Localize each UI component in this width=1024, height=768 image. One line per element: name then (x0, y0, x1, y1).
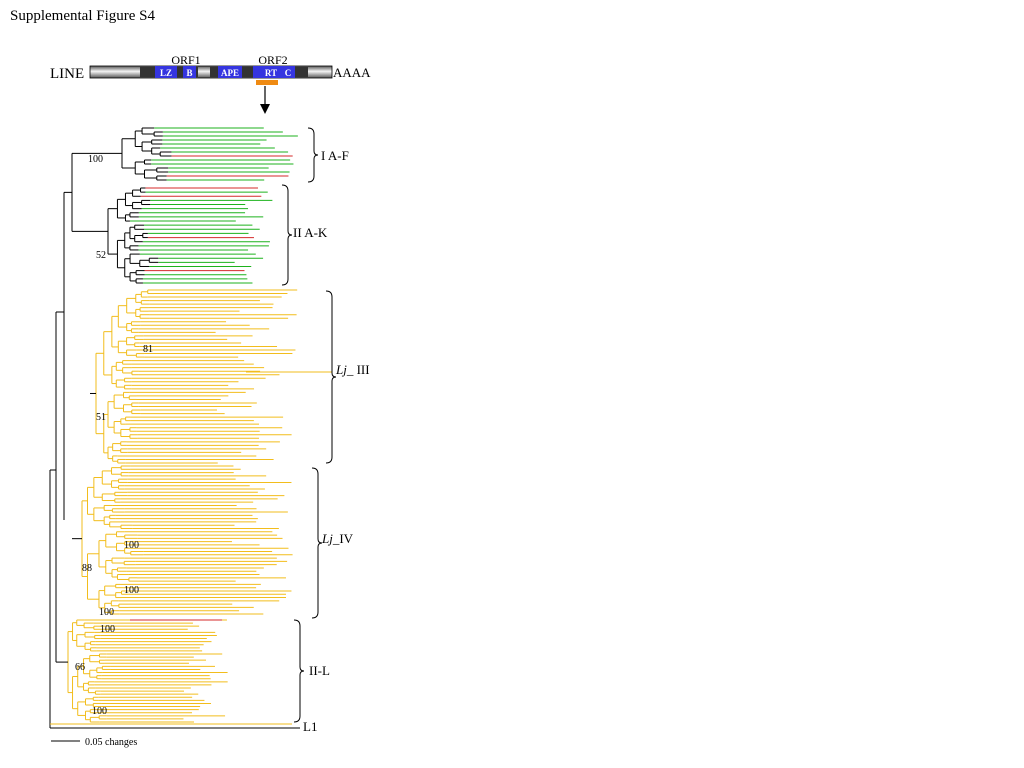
bootstrap-label: 81 (143, 344, 153, 355)
bootstrap-label: 100 (99, 607, 114, 618)
bracket-lj-iii (325, 290, 337, 464)
domain-ape-box (218, 66, 242, 78)
clade-label-ii-a-k: II A-K (293, 225, 328, 240)
domain-b-label: B (186, 68, 192, 78)
bracket-ii-l (293, 619, 305, 723)
bootstrap-labels: 100 52 81 51 100 88 100 100 100 66 100 (75, 154, 153, 717)
orf1-label: ORF1 (171, 53, 200, 67)
polya-label: AAAA (333, 65, 371, 80)
orf2-label: ORF2 (258, 53, 287, 67)
bootstrap-label: 100 (88, 154, 103, 165)
line-element-schematic: LINE LZ B APE RT C ORF1 ORF2 AAAA (50, 53, 371, 114)
bracket-lj-iv (311, 467, 323, 619)
domain-lz-box (155, 66, 177, 78)
bootstrap-label: 51 (96, 412, 106, 423)
clade-label-i-a-f: I A-F (321, 148, 349, 163)
bootstrap-label: 88 (82, 563, 92, 574)
bootstrap-label: 52 (96, 250, 106, 261)
figure-title: Supplemental Figure S4 (10, 8, 155, 24)
bracket-ii-a-k (281, 184, 293, 286)
bracket-i-a-f (307, 127, 319, 183)
domain-lz-label: LZ (160, 68, 172, 78)
line-label: LINE (50, 66, 84, 82)
scale-bar-label: 0.05 changes (85, 737, 137, 748)
bootstrap-label: 100 (124, 540, 139, 551)
rt-probe-region (256, 80, 278, 85)
domain-b-box (183, 66, 196, 78)
domain-ape-label: APE (221, 68, 239, 78)
clade-label-l1: L1 (303, 719, 317, 734)
domain-c-box (281, 66, 295, 78)
bootstrap-label: 100 (92, 706, 107, 717)
domain-rt-box (253, 66, 281, 78)
bootstrap-label: 100 (124, 585, 139, 596)
clade-label-lj-iii: Lj_ III (335, 362, 370, 377)
clade-brackets (281, 127, 337, 723)
clade-label-lj-iv: Lj_IV (321, 531, 354, 546)
clade-labels: I A-F II A-K Lj_ III Lj_IV II-L L1 (293, 148, 370, 734)
bootstrap-label: 100 (100, 624, 115, 635)
domain-c-label: C (285, 68, 292, 78)
domain-rt-label: RT (265, 68, 277, 78)
bootstrap-label: 66 (75, 662, 85, 673)
phylogenetic-tree (49, 127, 332, 729)
arrow-down-icon (260, 104, 270, 114)
clade-label-ii-l: II-L (309, 663, 330, 678)
